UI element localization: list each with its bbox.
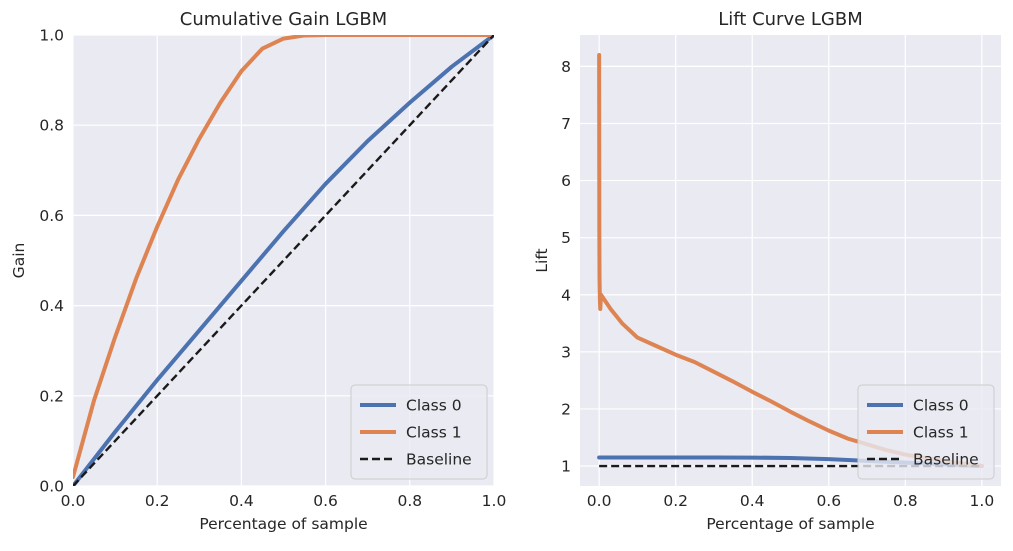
- y-tick-label: 8: [561, 58, 571, 76]
- x-tick-label: 0.8: [397, 492, 422, 510]
- y-tick-label: 0.8: [39, 117, 64, 135]
- y-axis-label: Lift: [533, 248, 551, 272]
- y-axis-label: Gain: [10, 243, 28, 279]
- y-tick-label: 5: [561, 229, 571, 247]
- y-tick-label: 4: [561, 286, 571, 304]
- series-line-baseline: [73, 35, 494, 486]
- series-lines: [73, 35, 494, 486]
- legend-entry: Baseline: [913, 451, 979, 469]
- legend: Class 0 Class 1 Baseline: [350, 384, 488, 480]
- x-tick-label: 0.0: [587, 492, 612, 510]
- x-axis-label: Percentage of sample: [199, 515, 367, 533]
- legend-entry: Class 1: [913, 424, 969, 442]
- x-tick-label: 0.4: [229, 492, 254, 510]
- x-tick-label: 0.6: [816, 492, 841, 510]
- legend-entry: Baseline: [406, 451, 472, 469]
- y-tick-label: 0.0: [39, 478, 64, 496]
- series-line-class-0: [73, 35, 494, 486]
- y-tick-label: 6: [561, 172, 571, 190]
- series-line-class-1: [73, 35, 494, 479]
- y-tick-label: 1: [561, 458, 571, 476]
- x-tick-label: 0.2: [145, 492, 170, 510]
- x-tick-label: 0.4: [740, 492, 765, 510]
- x-tick-label: 0.6: [313, 492, 338, 510]
- y-tick-label: 7: [561, 115, 571, 133]
- y-tick-label: 2: [561, 400, 571, 418]
- legend-entry: Class 0: [406, 397, 462, 415]
- chart-title: Lift Curve LGBM: [718, 9, 863, 30]
- x-tick-label: 1.0: [482, 492, 507, 510]
- x-tick-label: 0.2: [663, 492, 688, 510]
- legend: Class 0 Class 1 Baseline: [857, 384, 995, 480]
- x-axis-label: Percentage of sample: [706, 515, 874, 533]
- cumulative-gain-chart: 0.0 0.2 0.4 0.6 0.8 1.0 0.0 0.2 0.4 0.6 0.8 1.0 Cumu…: [10, 9, 506, 533]
- x-tick-label: 0.8: [893, 492, 918, 510]
- y-tick-label: 1.0: [39, 27, 64, 45]
- y-tick-label: 3: [561, 343, 571, 361]
- x-tick-label: 0.0: [61, 492, 86, 510]
- y-tick-label: 0.2: [39, 387, 64, 405]
- y-tick-label: 0.4: [39, 297, 64, 315]
- legend-entry: Class 1: [406, 424, 462, 442]
- chart-title: Cumulative Gain LGBM: [180, 9, 387, 30]
- lift-curve-chart: 0.0 0.2 0.4 0.6 0.8 1.0 1 2 3 4 5 6 7 8 Lift Curve LGB…: [533, 9, 1001, 533]
- y-tick-label: 0.6: [39, 207, 64, 225]
- legend-box: [857, 384, 995, 480]
- legend-entry: Class 0: [913, 397, 969, 415]
- x-tick-label: 1.0: [970, 492, 995, 510]
- legend-box: [350, 384, 488, 480]
